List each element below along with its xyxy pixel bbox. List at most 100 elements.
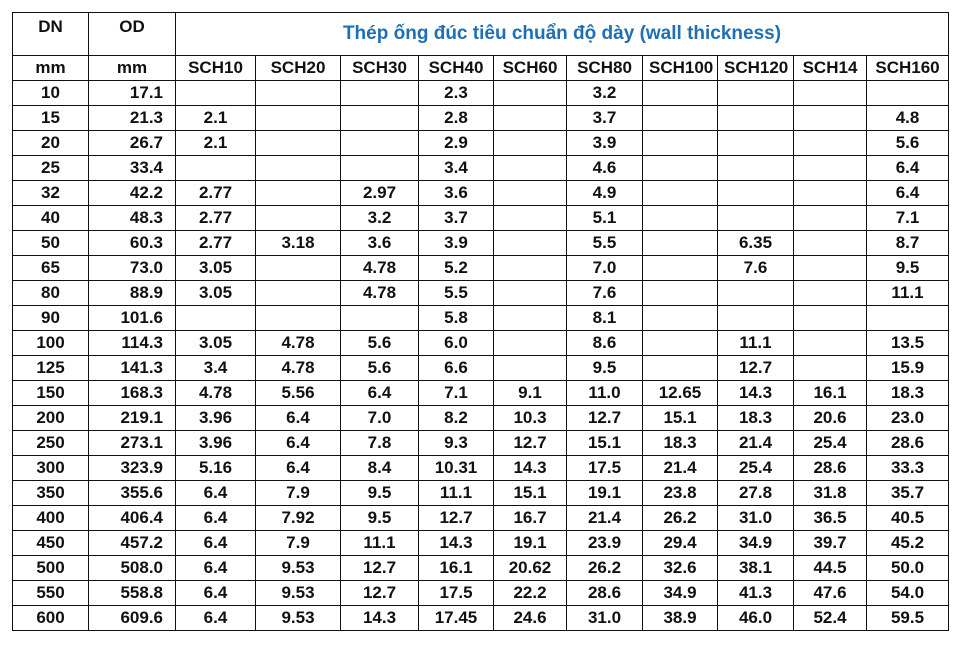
unit-label: mm — [88, 55, 176, 81]
unit-label: mm — [12, 55, 89, 81]
thickness-cell: 9.5 — [865, 255, 950, 281]
thickness-cell: 7.8 — [340, 430, 419, 456]
dn-header: DN — [12, 12, 89, 56]
thickness-cell: 4.9 — [566, 180, 643, 206]
thickness-cell: 2.97 — [340, 180, 419, 206]
thickness-cell: 14.3 — [340, 605, 419, 631]
dn-cell: 40 — [12, 205, 89, 231]
thickness-cell: 11.0 — [566, 380, 643, 406]
thickness-cell: 7.92 — [255, 505, 341, 531]
od-cell: 141.3 — [88, 355, 176, 381]
thickness-cell: 2.3 — [418, 80, 494, 106]
dn-cell: 10 — [12, 80, 89, 106]
schedule-header: SCH120 — [717, 55, 794, 81]
thickness-cell: 11.1 — [865, 280, 950, 306]
thickness-cell: 8.1 — [566, 305, 643, 331]
thickness-cell: 4.78 — [255, 355, 341, 381]
dn-cell: 80 — [12, 280, 89, 306]
thickness-cell: 33.3 — [865, 455, 950, 481]
od-cell: 42.2 — [88, 180, 176, 206]
thickness-cell: 2.77 — [175, 205, 256, 231]
od-cell: 168.3 — [88, 380, 176, 406]
thickness-cell: 28.6 — [865, 430, 950, 456]
thickness-cell — [642, 255, 718, 281]
thickness-cell: 12.7 — [340, 555, 419, 581]
thickness-cell: 41.3 — [717, 580, 794, 606]
thickness-cell: 12.7 — [566, 405, 643, 431]
thickness-cell: 5.56 — [255, 380, 341, 406]
thickness-cell: 4.78 — [340, 280, 419, 306]
thickness-cell: 6.4 — [175, 530, 256, 556]
thickness-cell: 7.0 — [566, 255, 643, 281]
od-cell: 48.3 — [88, 205, 176, 231]
thickness-cell: 6.0 — [418, 330, 494, 356]
thickness-cell: 7.1 — [418, 380, 494, 406]
table-row: 90 101.6 5.8 8.1 — [12, 305, 950, 331]
dn-cell: 600 — [12, 605, 89, 631]
thickness-cell: 31.0 — [566, 605, 643, 631]
thickness-cell: 9.5 — [340, 480, 419, 506]
dn-cell: 200 — [12, 405, 89, 431]
table-row: 250 273.1 3.96 6.4 7.8 9.3 12.7 15.1 18.3 21.4 25.… — [12, 430, 950, 456]
thickness-cell: 2.77 — [175, 180, 256, 206]
thickness-cell: 6.4 — [255, 455, 341, 481]
thickness-cell: 18.3 — [865, 380, 950, 406]
thickness-cell: 11.1 — [717, 330, 794, 356]
thickness-cell — [717, 105, 794, 131]
thickness-cell — [255, 80, 341, 106]
schedule-header: SCH20 — [255, 55, 341, 81]
thickness-cell: 32.6 — [642, 555, 718, 581]
thickness-cell: 4.8 — [865, 105, 950, 131]
thickness-cell — [717, 155, 794, 181]
thickness-cell: 10.31 — [418, 455, 494, 481]
thickness-cell — [793, 105, 867, 131]
thickness-cell — [642, 155, 718, 181]
dn-cell: 65 — [12, 255, 89, 281]
thickness-cell — [493, 280, 567, 306]
thickness-cell: 26.2 — [566, 555, 643, 581]
table-row: 550 558.8 6.4 9.53 12.7 17.5 22.2 28.6 34.9 41.3 4… — [12, 580, 950, 606]
thickness-cell: 5.5 — [566, 230, 643, 256]
thickness-cell: 6.4 — [255, 405, 341, 431]
thickness-cell: 3.05 — [175, 280, 256, 306]
od-cell: 558.8 — [88, 580, 176, 606]
thickness-cell: 4.78 — [340, 255, 419, 281]
dn-cell: 350 — [12, 480, 89, 506]
thickness-cell — [493, 305, 567, 331]
thickness-cell: 21.4 — [717, 430, 794, 456]
thickness-cell: 6.4 — [865, 180, 950, 206]
table-row: 15 21.3 2.1 2.8 3.7 4.8 — [12, 105, 950, 131]
thickness-cell: 12.7 — [418, 505, 494, 531]
thickness-cell: 5.16 — [175, 455, 256, 481]
table-row: 100 114.3 3.05 4.78 5.6 6.0 8.6 11.1 13.5 — [12, 330, 950, 356]
thickness-cell — [793, 355, 867, 381]
thickness-cell: 14.3 — [717, 380, 794, 406]
table-row: 50 60.3 2.77 3.18 3.6 3.9 5.5 6.35 8.7 — [12, 230, 950, 256]
schedule-header: SCH80 — [566, 55, 643, 81]
table-row: 500 508.0 6.4 9.53 12.7 16.1 20.62 26.2 32.6 38.1… — [12, 555, 950, 581]
thickness-cell: 59.5 — [865, 605, 950, 631]
thickness-cell: 24.6 — [493, 605, 567, 631]
thickness-cell — [717, 130, 794, 156]
thickness-cell: 5.5 — [418, 280, 494, 306]
thickness-cell: 8.4 — [340, 455, 419, 481]
thickness-cell: 12.65 — [642, 380, 718, 406]
thickness-cell: 3.18 — [255, 230, 341, 256]
thickness-cell: 15.1 — [493, 480, 567, 506]
thickness-cell — [493, 355, 567, 381]
od-cell: 33.4 — [88, 155, 176, 181]
schedule-header: SCH14 — [793, 55, 867, 81]
thickness-cell — [493, 105, 567, 131]
thickness-cell: 11.1 — [340, 530, 419, 556]
od-cell: 26.7 — [88, 130, 176, 156]
od-cell: 609.6 — [88, 605, 176, 631]
thickness-cell: 10.3 — [493, 405, 567, 431]
thickness-cell: 25.4 — [793, 430, 867, 456]
thickness-cell: 7.1 — [865, 205, 950, 231]
dn-cell: 20 — [12, 130, 89, 156]
thickness-cell: 23.8 — [642, 480, 718, 506]
thickness-cell: 15.9 — [865, 355, 950, 381]
thickness-cell — [717, 180, 794, 206]
thickness-cell: 8.6 — [566, 330, 643, 356]
table-row: 10 17.1 2.3 3.2 — [12, 80, 950, 106]
